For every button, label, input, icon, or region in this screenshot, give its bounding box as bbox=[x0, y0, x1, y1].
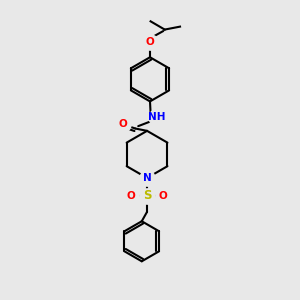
Text: N: N bbox=[143, 173, 152, 183]
Text: O: O bbox=[127, 190, 135, 201]
Text: O: O bbox=[146, 37, 154, 47]
Text: O: O bbox=[159, 190, 168, 201]
Text: O: O bbox=[118, 119, 127, 129]
Text: S: S bbox=[143, 189, 151, 202]
Text: NH: NH bbox=[148, 112, 165, 122]
